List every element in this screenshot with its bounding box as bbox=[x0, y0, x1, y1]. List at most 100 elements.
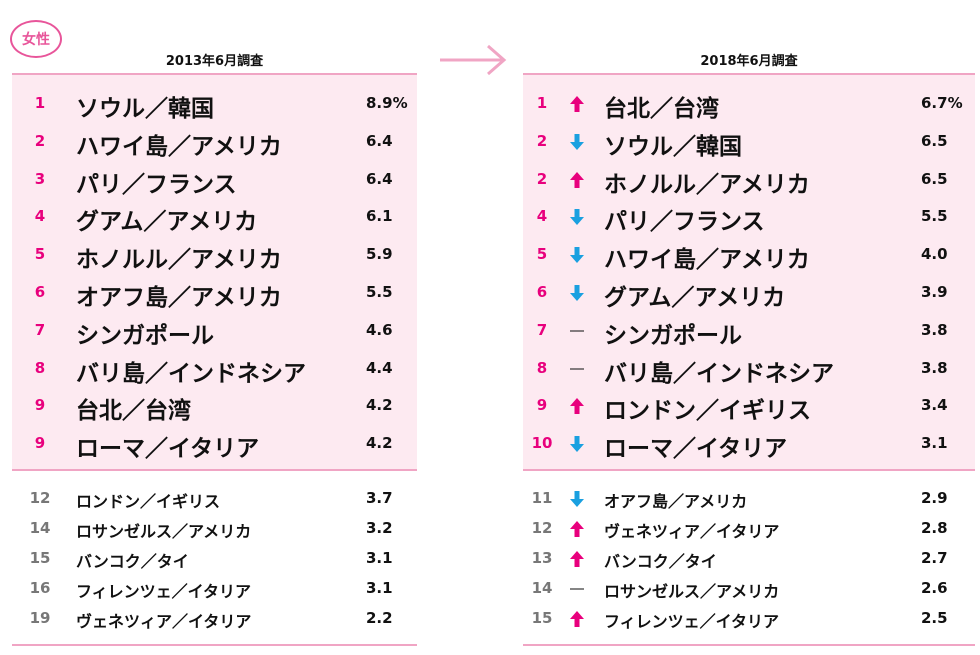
rank-number: 9 bbox=[34, 396, 46, 415]
percentage-value: 5.9 bbox=[366, 245, 393, 264]
destination-name: ソウル／韓国 bbox=[604, 133, 742, 160]
destination-name: ハワイ島／アメリカ bbox=[604, 247, 810, 274]
destination-name: フィレンツェ／イタリア bbox=[76, 582, 252, 601]
trend-down-icon bbox=[569, 435, 585, 453]
ranking-row: 10 ローマ／イタリア 3.1 bbox=[0, 429, 980, 462]
rank-number: 6 bbox=[536, 283, 548, 301]
ranking-row: 2 ハワイ島／アメリカ 6.4 bbox=[0, 127, 980, 160]
percentage-value: 6.5 bbox=[921, 131, 948, 150]
rank-number: 2 bbox=[536, 169, 548, 188]
ranking-row: 12 ロンドン／イギリス 3.7 bbox=[0, 487, 980, 511]
right-top-panel bbox=[523, 73, 975, 471]
ranking-row: 11 オアフ島／アメリカ 2.9 bbox=[0, 487, 980, 511]
trend-down-icon bbox=[569, 246, 585, 264]
destination-name: バンコク／タイ bbox=[76, 552, 189, 571]
destination-name: フィレンツェ／イタリア bbox=[604, 612, 780, 631]
ranking-row: 14 ロサンゼルス／アメリカ 2.6 bbox=[0, 577, 980, 601]
destination-name: バリ島／インドネシア bbox=[604, 360, 834, 387]
trend-up-icon bbox=[569, 95, 585, 113]
rank-number: 10 bbox=[531, 434, 553, 453]
rank-number: 8 bbox=[536, 358, 548, 377]
ranking-row: 4 パリ／フランス 5.5 bbox=[0, 202, 980, 235]
rank-number: 7 bbox=[34, 320, 46, 339]
ranking-row: 6 グアム／アメリカ 3.9 bbox=[0, 278, 980, 311]
percentage-value: 4.2 bbox=[366, 434, 393, 453]
trend-down-icon bbox=[569, 284, 585, 302]
destination-name: 台北／台湾 bbox=[604, 96, 719, 122]
rank-number: 8 bbox=[34, 358, 46, 377]
percentage-value: 2.8 bbox=[921, 519, 948, 537]
percentage-value: 8.9% bbox=[366, 94, 408, 112]
percentage-value: 6.5 bbox=[921, 169, 948, 188]
rank-number: 15 bbox=[29, 549, 51, 567]
destination-name: ハワイ島／アメリカ bbox=[76, 133, 282, 160]
rank-number: 12 bbox=[531, 519, 553, 537]
destination-name: ホノルル／アメリカ bbox=[76, 247, 282, 274]
rank-number: 1 bbox=[536, 94, 548, 112]
trend-same-icon bbox=[569, 360, 585, 378]
destination-name: ロンドン／イギリス bbox=[604, 398, 811, 425]
left-top-panel bbox=[12, 73, 417, 471]
trend-down-icon bbox=[569, 208, 585, 226]
trend-same-icon bbox=[569, 580, 585, 598]
percentage-value: 5.5 bbox=[366, 283, 393, 301]
ranking-row: 15 フィレンツェ／イタリア 2.5 bbox=[0, 607, 980, 631]
percentage-value: 6.4 bbox=[366, 169, 393, 188]
ranking-row: 16 フィレンツェ／イタリア 3.1 bbox=[0, 577, 980, 601]
percentage-value: 2.7 bbox=[921, 549, 948, 567]
rank-number: 4 bbox=[34, 207, 46, 226]
right-column-title: 2018年6月調査 bbox=[700, 54, 798, 69]
destination-name: ロサンゼルス／アメリカ bbox=[604, 582, 780, 601]
destination-name: グアム／アメリカ bbox=[76, 209, 258, 236]
rank-number: 15 bbox=[531, 609, 553, 627]
destination-name: パリ／フランス bbox=[76, 171, 237, 198]
percentage-value: 6.4 bbox=[366, 131, 393, 150]
ranking-row: 1 台北／台湾 6.7% bbox=[0, 89, 980, 122]
ranking-row: 8 バリ島／インドネシア 3.8 bbox=[0, 354, 980, 387]
rank-number: 3 bbox=[34, 169, 46, 188]
gender-badge: 女性 bbox=[10, 20, 62, 58]
trend-up-icon bbox=[569, 550, 585, 568]
ranking-row: 9 ロンドン／イギリス 3.4 bbox=[0, 391, 980, 424]
trend-down-icon bbox=[569, 490, 585, 508]
percentage-value: 4.4 bbox=[366, 358, 393, 377]
rank-number: 11 bbox=[531, 489, 553, 507]
percentage-value: 3.2 bbox=[366, 519, 393, 537]
ranking-row: 7 シンガポール 4.6 bbox=[0, 316, 980, 349]
trend-up-icon bbox=[569, 171, 585, 189]
percentage-value: 3.7 bbox=[366, 489, 393, 507]
ranking-row: 1 ソウル／韓国 8.9% bbox=[0, 89, 980, 122]
ranking-row: 9 ローマ／イタリア 4.2 bbox=[0, 429, 980, 462]
percentage-value: 2.6 bbox=[921, 579, 948, 597]
percentage-value: 4.0 bbox=[921, 245, 948, 264]
trend-down-icon bbox=[569, 133, 585, 151]
ranking-row: 6 オアフ島／アメリカ 5.5 bbox=[0, 278, 980, 311]
destination-name: ロサンゼルス／アメリカ bbox=[76, 522, 252, 541]
left-bottom-divider bbox=[12, 644, 417, 646]
percentage-value: 3.9 bbox=[921, 283, 948, 301]
percentage-value: 4.2 bbox=[366, 396, 393, 415]
destination-name: シンガポール bbox=[604, 322, 742, 349]
percentage-value: 3.4 bbox=[921, 396, 948, 415]
ranking-row: 2 ソウル／韓国 6.5 bbox=[0, 127, 980, 160]
destination-name: ソウル／韓国 bbox=[76, 96, 214, 122]
ranking-row: 5 ホノルル／アメリカ 5.9 bbox=[0, 240, 980, 273]
percentage-value: 3.1 bbox=[366, 549, 393, 567]
rank-number: 5 bbox=[34, 245, 46, 264]
destination-name: ホノルル／アメリカ bbox=[604, 171, 810, 198]
ranking-row: 2 ホノルル／アメリカ 6.5 bbox=[0, 165, 980, 198]
percentage-value: 3.8 bbox=[921, 358, 948, 377]
rank-number: 13 bbox=[531, 549, 553, 567]
destination-name: バリ島／インドネシア bbox=[76, 360, 306, 387]
percentage-value: 6.1 bbox=[366, 207, 393, 226]
rank-number: 14 bbox=[29, 519, 51, 537]
rank-number: 6 bbox=[34, 283, 46, 301]
destination-name: ローマ／イタリア bbox=[76, 436, 260, 463]
rank-number: 16 bbox=[29, 579, 51, 597]
destination-name: オアフ島／アメリカ bbox=[604, 492, 748, 511]
percentage-value: 3.1 bbox=[366, 579, 393, 597]
destination-name: ヴェネツィア／イタリア bbox=[76, 612, 252, 631]
destination-name: グアム／アメリカ bbox=[604, 285, 786, 311]
ranking-row: 14 ロサンゼルス／アメリカ 3.2 bbox=[0, 517, 980, 541]
ranking-row: 9 台北／台湾 4.2 bbox=[0, 391, 980, 424]
